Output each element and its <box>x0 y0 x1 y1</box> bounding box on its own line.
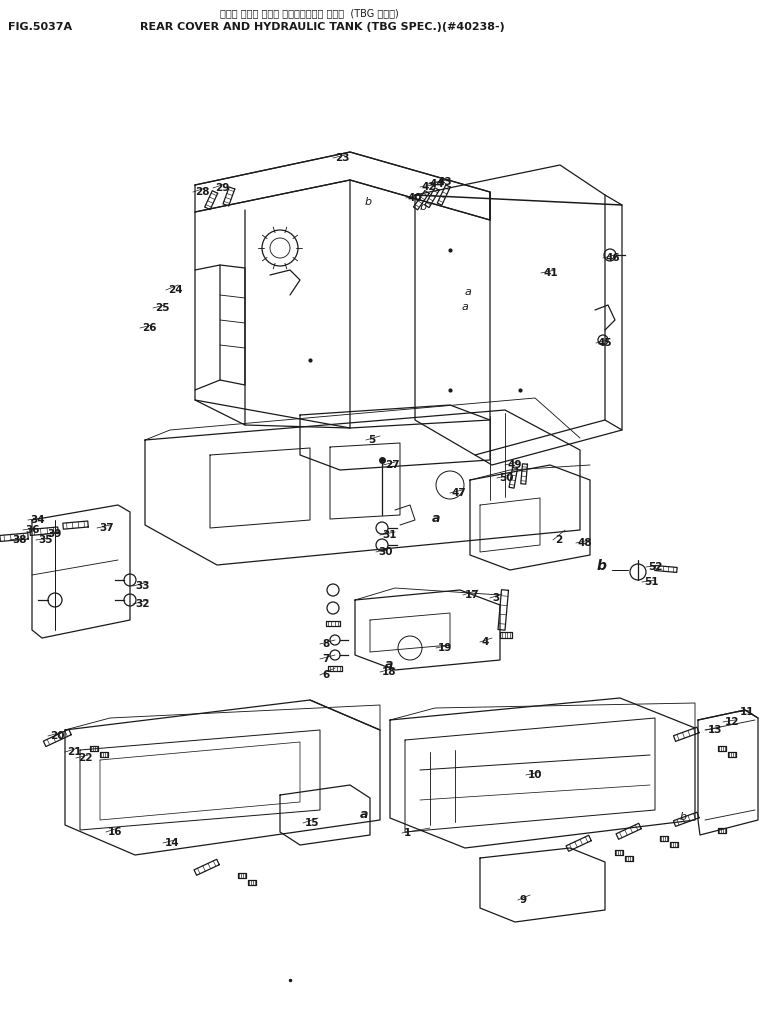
Text: a: a <box>462 302 469 312</box>
Text: 36: 36 <box>25 525 40 535</box>
Text: 21: 21 <box>67 747 82 757</box>
Text: 5: 5 <box>368 435 375 445</box>
Text: 11: 11 <box>740 707 754 717</box>
Text: 13: 13 <box>708 725 722 735</box>
Text: 35: 35 <box>38 535 53 545</box>
Text: 15: 15 <box>305 818 319 828</box>
Text: 42: 42 <box>422 182 437 192</box>
Text: 48: 48 <box>578 538 593 548</box>
Text: 34: 34 <box>30 515 45 525</box>
Text: 8: 8 <box>322 639 329 649</box>
Text: 4: 4 <box>482 637 489 647</box>
Text: 14: 14 <box>165 838 180 848</box>
Text: 17: 17 <box>465 590 479 600</box>
Text: FIG.5037A: FIG.5037A <box>8 22 72 31</box>
Text: 37: 37 <box>99 523 114 533</box>
Text: a: a <box>465 287 472 297</box>
Text: 45: 45 <box>598 338 613 348</box>
Text: 47: 47 <box>452 488 467 498</box>
Text: 32: 32 <box>135 599 149 609</box>
Text: 22: 22 <box>78 753 92 763</box>
Text: REAR COVER AND HYDRAULIC TANK (TBG SPEC.)(#40238-): REAR COVER AND HYDRAULIC TANK (TBG SPEC.… <box>140 22 504 31</box>
Text: 41: 41 <box>543 268 558 278</box>
Text: 2: 2 <box>555 535 562 545</box>
Text: 46: 46 <box>605 253 620 263</box>
Text: 26: 26 <box>142 323 156 333</box>
Text: 30: 30 <box>378 547 392 557</box>
Text: 23: 23 <box>335 153 350 163</box>
Text: a: a <box>385 658 393 671</box>
Text: 39: 39 <box>47 529 62 539</box>
Text: 3: 3 <box>492 593 499 604</box>
Text: b: b <box>680 812 687 822</box>
Text: 10: 10 <box>528 770 543 780</box>
Text: 18: 18 <box>382 666 396 677</box>
Text: 40: 40 <box>408 193 423 203</box>
Text: 12: 12 <box>725 717 739 727</box>
Text: b: b <box>597 559 607 573</box>
Text: 38: 38 <box>12 535 27 545</box>
Text: 29: 29 <box>215 183 229 193</box>
Text: 33: 33 <box>135 581 149 591</box>
Text: a: a <box>432 512 440 525</box>
Text: a: a <box>360 808 368 821</box>
Text: 50: 50 <box>499 473 514 483</box>
Text: 49: 49 <box>507 460 521 470</box>
Text: 19: 19 <box>438 643 453 653</box>
Text: b: b <box>365 197 372 207</box>
Text: 52: 52 <box>648 562 662 572</box>
Text: 24: 24 <box>168 285 183 295</box>
Text: リヤー カバー および ハイドロリック タンク  (TBG ショウ): リヤー カバー および ハイドロリック タンク (TBG ショウ) <box>220 8 399 18</box>
Text: 20: 20 <box>50 731 65 741</box>
Text: 1: 1 <box>404 828 411 838</box>
Text: 7: 7 <box>322 654 329 664</box>
Text: 31: 31 <box>382 530 396 539</box>
Text: 6: 6 <box>322 670 329 680</box>
Text: 27: 27 <box>385 460 399 470</box>
Text: 44: 44 <box>430 179 445 189</box>
Text: 43: 43 <box>438 177 453 187</box>
Text: 51: 51 <box>644 577 658 587</box>
Text: 28: 28 <box>195 187 210 197</box>
Text: 9: 9 <box>520 895 527 905</box>
Text: 25: 25 <box>155 303 169 313</box>
Text: b: b <box>420 202 427 212</box>
Text: 16: 16 <box>108 827 123 837</box>
